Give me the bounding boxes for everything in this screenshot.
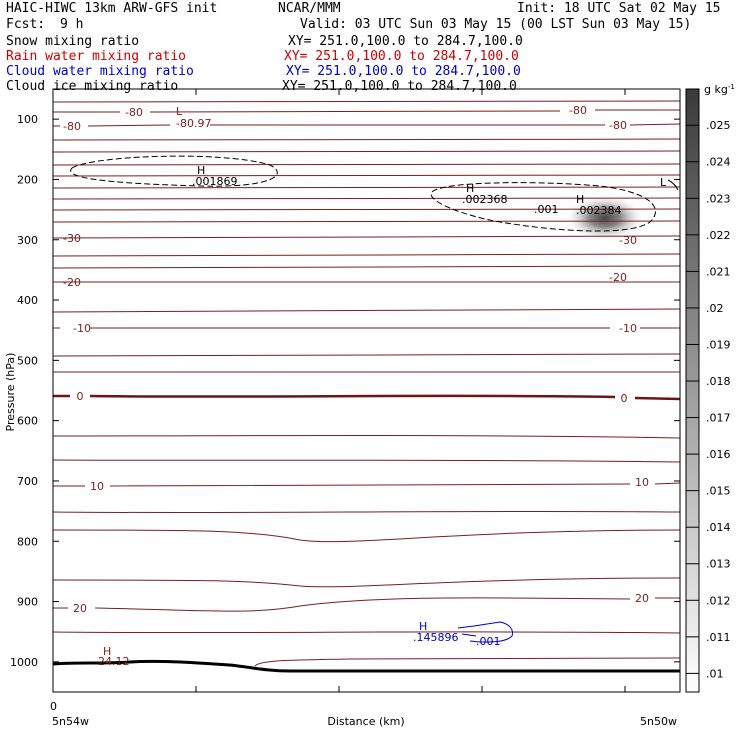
- y-tick-label: 600: [17, 415, 38, 428]
- temp-label: -80: [569, 104, 587, 117]
- freezing-level-contour: [53, 394, 681, 401]
- colorbar-label: .021: [706, 265, 731, 278]
- temp-label: -10: [73, 322, 91, 335]
- temp-label: -30: [619, 234, 637, 247]
- x-axis-ticks: [195, 89, 626, 692]
- colorbar-label: .011: [706, 631, 731, 644]
- y-axis-ticks: [53, 118, 680, 663]
- colorbar: [685, 88, 700, 693]
- temp-label: 20: [73, 602, 87, 615]
- temp-label: 0: [77, 390, 84, 403]
- y-tick-label: 900: [17, 596, 38, 609]
- temp-label: -30: [63, 232, 81, 245]
- field-name-rain: Rain water mixing ratio: [6, 49, 187, 64]
- org-label: NCAR/MMM: [278, 1, 341, 16]
- temp-label: -80: [125, 106, 143, 119]
- field-name-cloud-ice: Cloud ice mixing ratio: [6, 79, 179, 94]
- temp-label: -20: [609, 271, 627, 284]
- y-tick-label: 800: [17, 535, 38, 548]
- snow-contours: [70, 155, 656, 232]
- cloud-water-contour: [457, 621, 513, 643]
- extrema-markers: L -80.97 L H .001869 H .002368 H .002384…: [98, 105, 667, 668]
- valid-time: Valid: 03 UTC Sun 03 May 15 (00 LST Sun …: [300, 17, 692, 32]
- colorbar-label: .012: [706, 594, 731, 607]
- low-marker: L: [660, 176, 667, 189]
- temp-label: -80: [63, 120, 81, 133]
- colorbar-label: .013: [706, 558, 731, 571]
- field-name-cloud-water: Cloud water mixing ratio: [6, 64, 194, 79]
- high-marker: H: [466, 182, 474, 195]
- high-marker: H: [419, 620, 427, 633]
- y-tick-label: 1000: [10, 656, 38, 669]
- cloud-ice-max-shading: [567, 196, 643, 240]
- field-xy-rain: XY= 251.0,100.0 to 284.7,100.0: [284, 49, 519, 64]
- colorbar-label: .014: [706, 521, 731, 534]
- chart-title: HAIC-HIWC 13km ARW-GFS init: [6, 1, 218, 16]
- field-xy-cloud-ice: XY= 251.0,100.0 to 284.7,100.0: [282, 79, 517, 94]
- colorbar-labels: .01 .011 .012 .013 .014 .015 .016 .017 .018 .019.…: [706, 119, 731, 680]
- field-xy-cloud-water: XY= 251.0,100.0 to 284.7,100.0: [286, 64, 521, 79]
- y-tick-label: 500: [17, 354, 38, 367]
- x-start-label: 0: [50, 700, 57, 713]
- high-value: .002384: [576, 204, 622, 217]
- temp-label: 10: [635, 476, 649, 489]
- temp-label: 10: [90, 480, 104, 493]
- contour-label: .001: [476, 635, 501, 648]
- forecast-hour: 9 h: [60, 17, 84, 32]
- init-time: Init: 18 UTC Sat 02 May 15: [517, 1, 721, 16]
- temp-label: 20: [635, 592, 649, 605]
- colorbar-unit-base: g kg: [704, 83, 728, 96]
- high-value: .002368: [462, 193, 508, 206]
- colorbar-unit: g kg-1: [704, 83, 735, 96]
- y-tick-labels: 100 200 300 400 500 600 700 800 900 1000: [10, 113, 38, 669]
- y-tick-label: 300: [17, 234, 38, 247]
- y-tick-label: 700: [17, 475, 38, 488]
- colorbar-label: .024: [706, 156, 731, 169]
- snow-contour-right-edge: [667, 179, 679, 191]
- terrain-surface: [52, 659, 680, 673]
- colorbar-label: .017: [706, 412, 731, 425]
- colorbar-label: .016: [706, 448, 731, 461]
- x-left-label: 5n54w: [52, 715, 89, 728]
- field-name-snow: Snow mixing ratio: [6, 34, 140, 49]
- colorbar-label: .023: [706, 192, 731, 205]
- high-value: .145896: [413, 631, 459, 644]
- colorbar-label: .019: [706, 338, 731, 351]
- high-marker: H: [576, 193, 584, 206]
- high-value: 24.12: [98, 655, 130, 668]
- colorbar-label: .018: [706, 375, 731, 388]
- field-xy-snow: XY= 251.0,100.0 to 284.7,100.0: [288, 34, 523, 49]
- temperature-labels: -80 -80 -80 -80 -30 -30 -20 -20 -10 -10 …: [63, 104, 649, 615]
- temp-label: -80: [609, 119, 627, 132]
- y-axis-label: Pressure (hPa): [4, 353, 17, 432]
- colorbar-label: .01: [706, 667, 724, 680]
- colorbar-label: .025: [706, 119, 731, 132]
- low-marker: L: [176, 105, 183, 118]
- contour-label: .001: [534, 203, 559, 216]
- colorbar-label: .015: [706, 485, 731, 498]
- plot-frame: [52, 88, 681, 693]
- x-right-label: 5n50w: [640, 715, 677, 728]
- high-marker: H: [103, 645, 111, 658]
- colorbar-ticks: [686, 124, 699, 674]
- y-tick-label: 400: [17, 294, 38, 307]
- colorbar-unit-exp: -1: [728, 83, 735, 91]
- temperature-contours: [52, 100, 681, 667]
- y-tick-label: 100: [17, 113, 38, 126]
- low-value: -80.97: [176, 117, 211, 130]
- colorbar-label: .022: [706, 229, 731, 242]
- temp-label: 0: [621, 392, 628, 405]
- colorbar-label: .02: [706, 302, 724, 315]
- temp-label: -10: [619, 322, 637, 335]
- temp-label: -20: [63, 276, 81, 289]
- x-axis-label: Distance (km): [327, 715, 404, 728]
- y-tick-label: 200: [17, 173, 38, 186]
- high-value: .001869: [192, 175, 238, 188]
- high-marker: H: [197, 164, 205, 177]
- forecast-label: Fcst:: [6, 17, 46, 32]
